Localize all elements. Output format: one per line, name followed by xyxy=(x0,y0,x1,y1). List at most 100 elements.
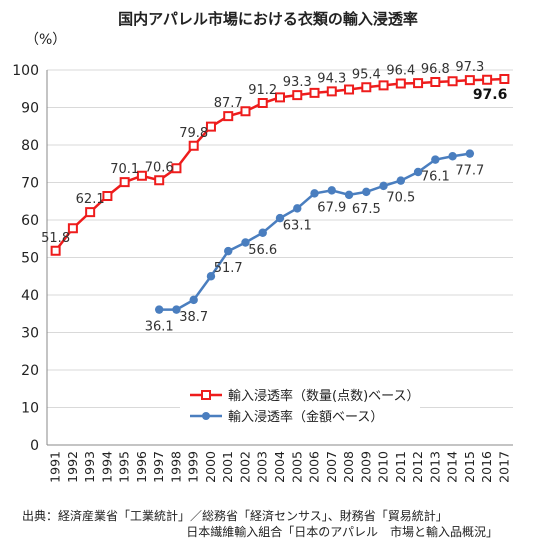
data-label-value-2007: 67.9 xyxy=(317,200,346,215)
point-0-1998 xyxy=(171,163,182,174)
y-tick-labels: 0 10 20 30 40 50 60 70 80 90 100 xyxy=(12,63,39,454)
point-1-2001 xyxy=(224,246,233,256)
x-tick-label-2008: 2008 xyxy=(341,451,356,483)
data-label-quantity-2009: 95.4 xyxy=(352,67,381,82)
point-1-2010 xyxy=(379,181,388,191)
point-0-1994 xyxy=(102,191,113,201)
data-label-quantity-2013: 96.8 xyxy=(421,62,450,77)
data-label-quantity-1993: 62.1 xyxy=(76,192,105,207)
x-tick-label-2015: 2015 xyxy=(462,451,477,483)
data-label-value-2003: 56.6 xyxy=(248,243,277,258)
point-1-1998 xyxy=(172,305,181,314)
data-label-value-2005: 63.1 xyxy=(283,218,312,233)
point-1-2000 xyxy=(206,272,216,281)
legend-marker-value xyxy=(202,412,210,420)
data-label-value-2015: 77.7 xyxy=(455,164,484,179)
data-label-quantity-1997: 70.6 xyxy=(145,160,174,175)
point-0-2000 xyxy=(205,121,216,132)
data-label-quantity-2011: 96.4 xyxy=(386,64,415,79)
y-tick-label-10: 10 xyxy=(21,401,39,417)
data-label-quantity-1991: 51.8 xyxy=(41,231,70,246)
x-tick-label-2017: 2017 xyxy=(496,451,511,483)
y-axis-unit-label: （%） xyxy=(25,32,66,48)
x-tick-label-1998: 1998 xyxy=(168,451,183,483)
data-label-quantity-2003: 91.2 xyxy=(248,83,277,98)
point-0-1997 xyxy=(154,175,165,186)
x-tick-label-2002: 2002 xyxy=(237,451,252,483)
legend-label-value: 輸入浸透率（金額ベース） xyxy=(228,409,383,425)
y-tick-label-90: 90 xyxy=(21,101,39,117)
legend: 輸入浸透率（数量(点数)ベース） 輸入浸透率（金額ベース） xyxy=(180,380,420,430)
point-1-2002 xyxy=(241,238,250,247)
point-1-2006 xyxy=(310,189,319,198)
x-tick-label-2005: 2005 xyxy=(289,451,304,483)
x-tick-label-2004: 2004 xyxy=(272,451,287,483)
chart-title: 国内アパレル市場における衣類の輸入浸透率 xyxy=(118,10,418,28)
x-tick-label-2010: 2010 xyxy=(376,451,391,483)
x-tick-label-2011: 2011 xyxy=(393,451,408,483)
source-line-1: 出典：経済産業省「工業統計」／総務省「経済センサス」、財務省「貿易統計」 xyxy=(22,508,448,523)
x-tick-label-1999: 1999 xyxy=(186,451,201,483)
data-label-value-2013: 76.1 xyxy=(421,170,450,185)
data-label-value-2011: 70.5 xyxy=(386,191,415,206)
data-label-quantity-2015: 97.3 xyxy=(455,60,484,75)
x-tick-label-1992: 1992 xyxy=(65,451,80,483)
point-0-2003 xyxy=(257,98,268,108)
data-label-value-2001: 51.7 xyxy=(214,261,243,276)
x-tick-label-2000: 2000 xyxy=(203,451,218,483)
point-1-2003 xyxy=(258,228,267,237)
data-label-quantity-2001: 87.7 xyxy=(214,96,243,111)
y-tick-label-70: 70 xyxy=(21,176,39,192)
data-label-value-1999: 38.7 xyxy=(179,310,208,325)
y-tick-label-80: 80 xyxy=(21,138,39,154)
point-1-2008 xyxy=(344,190,354,200)
x-tick-label-2014: 2014 xyxy=(445,451,460,483)
data-label-value-1997: 36.1 xyxy=(145,320,174,335)
series-group xyxy=(50,74,510,314)
y-tick-label-30: 30 xyxy=(21,326,39,342)
data-labels: 51.8 62.1 70.1 70.6 79.8 87.7 91.2 93.3 94.3 95.4… xyxy=(41,60,507,335)
x-tick-label-2009: 2009 xyxy=(358,451,373,483)
x-tick-label-2006: 2006 xyxy=(307,451,322,483)
point-1-2012 xyxy=(413,167,423,177)
x-tick-label-1991: 1991 xyxy=(48,451,63,483)
point-0-2001 xyxy=(223,111,234,122)
point-0-2015 xyxy=(464,75,475,86)
point-0-1996 xyxy=(136,170,147,181)
point-1-2015 xyxy=(465,149,475,158)
x-tick-labels: 1991 1992 1993 1994 1995 1996 1997 1998 1999 2000… xyxy=(48,451,512,483)
point-0-1993 xyxy=(85,207,96,218)
point-1-1997 xyxy=(154,305,164,314)
point-0-2012 xyxy=(413,78,424,89)
point-1-2013 xyxy=(431,155,440,164)
point-1-2009 xyxy=(362,187,371,197)
point-0-2014 xyxy=(447,76,458,87)
y-tick-label-20: 20 xyxy=(21,363,39,379)
point-1-2007 xyxy=(327,186,336,195)
point-0-1999 xyxy=(188,140,199,151)
x-tick-label-1993: 1993 xyxy=(82,451,97,483)
x-tick-label-1994: 1994 xyxy=(99,451,114,483)
point-1-2004 xyxy=(275,213,285,223)
source-line-2: 日本繊維輸入組合「日本のアパレル 市場と輸入品概況」 xyxy=(186,524,498,539)
legend-box xyxy=(180,380,420,430)
point-0-2010 xyxy=(378,80,389,91)
point-0-2006 xyxy=(309,87,320,98)
point-0-2011 xyxy=(395,78,406,89)
point-0-1991 xyxy=(50,245,61,256)
point-0-2004 xyxy=(275,92,285,103)
data-label-quantity-2017: 97.6 xyxy=(473,87,508,103)
data-label-quantity-1999: 79.8 xyxy=(179,126,208,141)
point-0-2017 xyxy=(499,74,510,84)
x-tick-label-2012: 2012 xyxy=(410,451,425,483)
x-tick-label-2003: 2003 xyxy=(255,451,270,483)
x-tick-label-1997: 1997 xyxy=(151,451,166,483)
x-tick-label-2013: 2013 xyxy=(427,451,442,483)
legend-marker-quantity xyxy=(201,390,211,400)
y-tick-label-60: 60 xyxy=(21,213,39,229)
point-1-2014 xyxy=(448,152,457,161)
point-0-2008 xyxy=(344,84,355,95)
y-tick-label-0: 0 xyxy=(30,438,39,454)
